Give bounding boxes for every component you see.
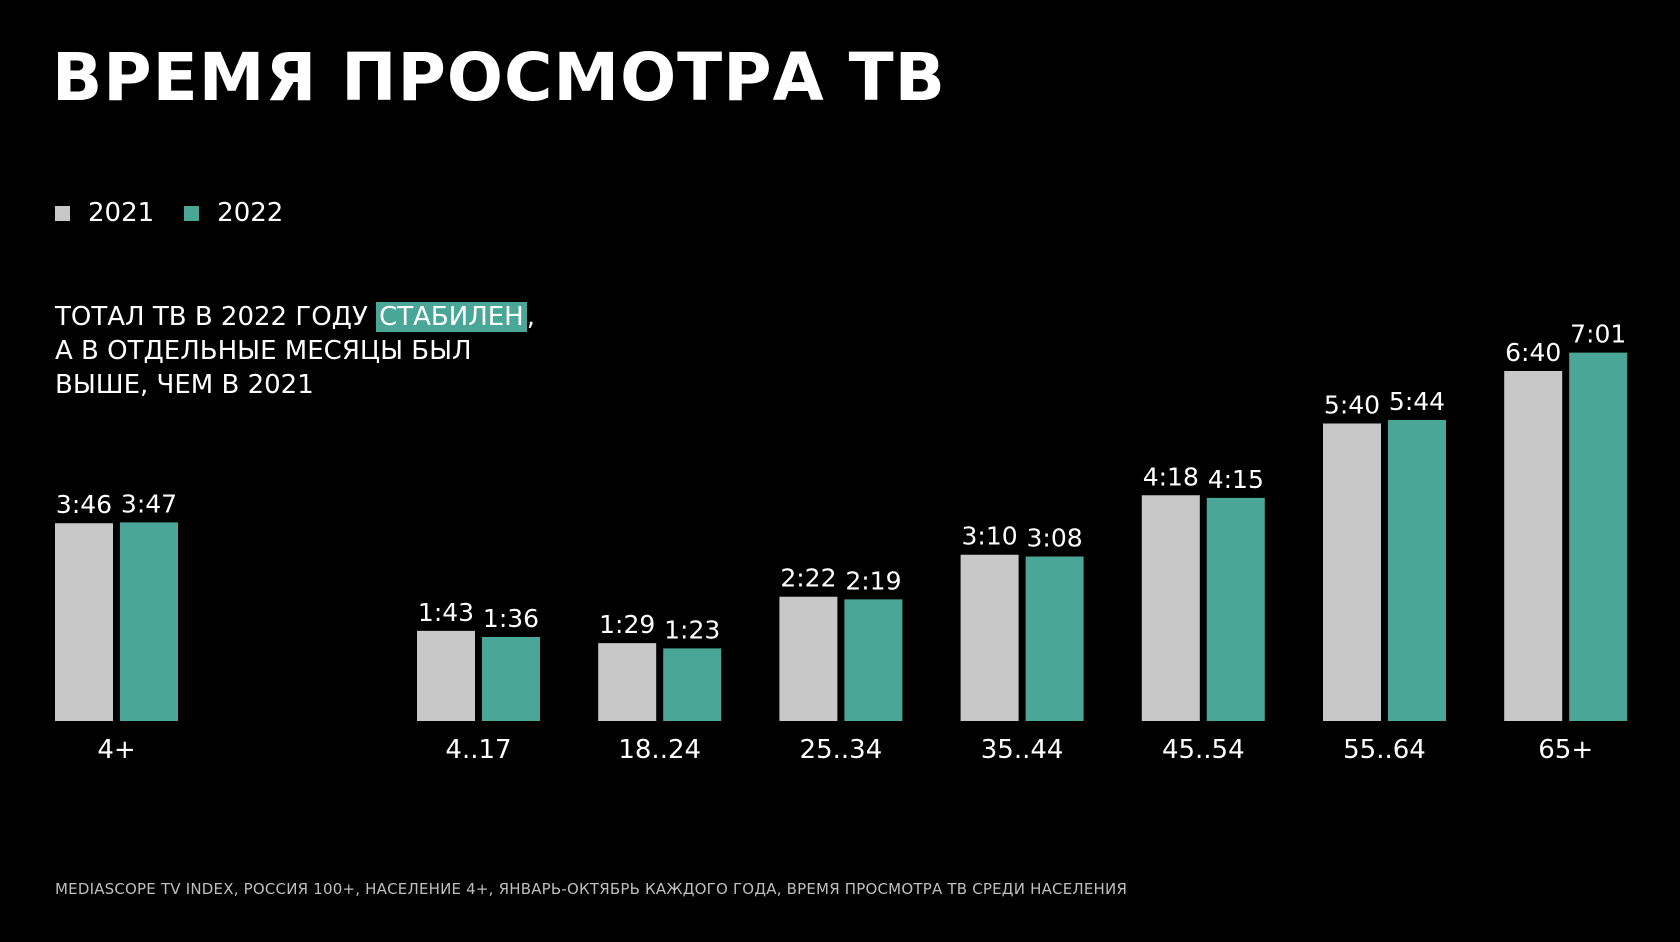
data-label-2021-35..44: 3:10: [962, 522, 1018, 551]
bar-2022-4+: [120, 522, 178, 721]
legend-label-2021: 2021: [88, 198, 155, 228]
category-label-45..54: 45..54: [1162, 735, 1245, 765]
bar-2021-4..17: [417, 630, 475, 721]
bar-2022-35..44: [1025, 556, 1084, 721]
data-label-2022-35..44: 3:08: [1027, 524, 1083, 553]
bar-2021-55..64: [1323, 423, 1381, 721]
bar-2022-4..17: [482, 637, 540, 721]
data-label-2021-45..54: 4:18: [1143, 462, 1199, 491]
bar-2021-18..24: [598, 643, 657, 721]
category-label-35..44: 35..44: [981, 735, 1064, 765]
bar-2021-4+: [55, 523, 113, 721]
legend-swatch-2022: [184, 205, 200, 221]
subtitle-highlight: СТАБИЛЕН: [376, 302, 527, 332]
legend-item-2022: 2022: [184, 198, 283, 228]
data-label-2021-55..64: 5:40: [1324, 390, 1380, 419]
subtitle-line-1: ТОТАЛ ТВ В 2022 ГОДУ СТАБИЛЕН,: [55, 300, 535, 334]
legend-item-2021: 2021: [55, 198, 154, 228]
bar-2022-65+: [1569, 352, 1628, 721]
category-label-25..34: 25..34: [800, 735, 883, 765]
data-label-2021-18..24: 1:29: [599, 610, 655, 639]
data-label-2021-4..17: 1:43: [418, 598, 474, 627]
data-label-2021-25..34: 2:22: [780, 564, 836, 593]
data-label-2022-55..64: 5:44: [1389, 387, 1445, 416]
bar-2022-18..24: [663, 648, 722, 721]
data-label-2022-25..34: 2:19: [845, 566, 901, 595]
subtitle-line-1-start: ТОТАЛ ТВ В 2022 ГОДУ: [55, 302, 377, 332]
category-label-65+: 65+: [1538, 735, 1593, 765]
legend-label-2022: 2022: [217, 198, 284, 228]
data-label-2022-45..54: 4:15: [1208, 465, 1264, 494]
page-title: ВРЕМЯ ПРОСМОТРА ТВ: [52, 39, 946, 116]
bar-2021-35..44: [960, 554, 1019, 721]
bar-2022-25..34: [844, 599, 903, 721]
subtitle-line-1-end: ,: [526, 302, 535, 332]
bar-2021-45..54: [1141, 495, 1200, 721]
category-label-4+: 4+: [97, 735, 135, 765]
category-label-18..24: 18..24: [618, 735, 701, 765]
bar-2022-45..54: [1206, 497, 1265, 721]
category-label-55..64: 55..64: [1343, 735, 1426, 765]
data-label-2022-4+: 3:47: [121, 489, 177, 518]
chart-subtitle: ТОТАЛ ТВ В 2022 ГОДУ СТАБИЛЕН, А В ОТДЕЛ…: [55, 300, 535, 402]
category-label-4..17: 4..17: [445, 735, 511, 765]
bar-2021-25..34: [779, 596, 838, 721]
data-label-2022-18..24: 1:23: [664, 615, 720, 644]
legend-swatch-2021: [55, 205, 70, 221]
data-label-2022-4..17: 1:36: [483, 604, 539, 633]
data-label-2021-4+: 3:46: [56, 490, 112, 519]
subtitle-line-2: А В ОТДЕЛЬНЫЕ МЕСЯЦЫ БЫЛ: [55, 336, 472, 366]
data-label-2021-65+: 6:40: [1505, 338, 1561, 367]
source-footnote: MEDIASCOPE TV INDEX, РОССИЯ 100+, НАСЕЛЕ…: [55, 880, 1128, 898]
bar-2021-65+: [1504, 370, 1563, 721]
subtitle-line-3: ВЫШЕ, ЧЕМ В 2021: [55, 370, 314, 400]
chart-legend: 2021 2022: [55, 198, 313, 228]
data-label-2022-65+: 7:01: [1570, 320, 1626, 349]
bar-2022-55..64: [1388, 420, 1446, 721]
